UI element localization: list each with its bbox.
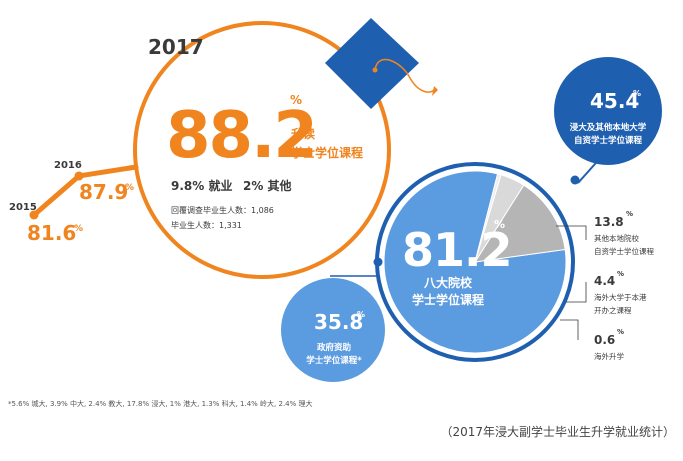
value-label-2016: 87.9 [79,180,128,204]
pie-main-value: 81.2 [402,223,512,277]
callout-bubble-45 [554,57,662,165]
ring-marker-top [570,175,580,185]
graduation-cap-icon [325,18,438,109]
label-other: 2% 其他 [243,178,292,193]
data-point-2016 [74,171,84,181]
callout-358-unit: % [357,310,365,319]
slice-label-06-line1: 海外升学 [594,351,624,361]
leader-line-06 [560,319,579,340]
slice-label-44-line2: 开办之课程 [594,305,632,315]
label-surveyed-count: 回覆调查毕业生人数：1,086 [171,205,274,215]
slice-label-44-value: 4.4 [594,274,615,288]
slice-label-06-unit: % [617,328,624,336]
label-employment: 9.8% 就业 [171,178,232,193]
year-label-2017: 2017 [148,35,204,59]
label-graduate-count: 毕业生人数：1,331 [171,220,242,230]
slice-label-44-line1: 海外大学于本港 [594,292,647,302]
unit-2015: % [74,224,83,234]
callout-358-label-line2: 学士学位课程* [306,355,362,366]
label-further-study: 升读 [291,126,315,141]
year-label-2016: 2016 [54,160,82,171]
label-bachelor-programme: 学士学位课程 [291,145,363,160]
slice-label-138-unit: % [626,210,633,218]
callout-45-unit: % [633,89,641,98]
callout-45-value: 45.4 [590,89,639,113]
unit-2016: % [125,183,134,193]
pie-slice-self-financed-local [473,184,566,263]
callout-358-label-line1: 政府资助 [317,342,352,353]
footnote: *5.6% 城大, 3.9% 中大, 2.4% 教大, 17.8% 浸大, 1%… [8,400,313,408]
pie-main-unit: % [494,218,505,231]
ring-marker-left [373,257,383,267]
highlight-circle-2017 [133,21,391,279]
value-label-2015: 81.6 [27,221,76,245]
pie-main-label-line1: 八大院校 [423,275,473,290]
unit-2017: % [290,93,302,107]
year-label-2015: 2015 [9,202,37,213]
callout-358-value: 35.8 [314,310,363,334]
pie-main-label-line2: 学士学位课程 [412,292,484,307]
leader-line-138 [556,225,587,240]
leader-line-44 [566,282,587,303]
figure-caption: （2017年浸大副学士毕业生升学就业统计） [440,425,675,439]
slice-label-138-line1: 其他本地院校 [594,233,639,243]
slice-label-138-value: 13.8 [594,215,624,229]
data-point-2015 [29,210,39,220]
value-label-2017: 88.2 [166,99,316,173]
callout-45-label-line2: 自资学士学位课程 [574,135,643,146]
callout-bubble-358 [281,278,385,382]
callout-45-label-line1: 浸大及其他本地大学 [570,122,647,133]
pie-slice-overseas-study [474,173,502,263]
slice-label-06-value: 0.6 [594,333,615,347]
pie-chart [383,170,567,354]
slice-label-44-unit: % [617,270,624,278]
slice-label-138-line2: 自资学士学位课程 [594,246,654,256]
